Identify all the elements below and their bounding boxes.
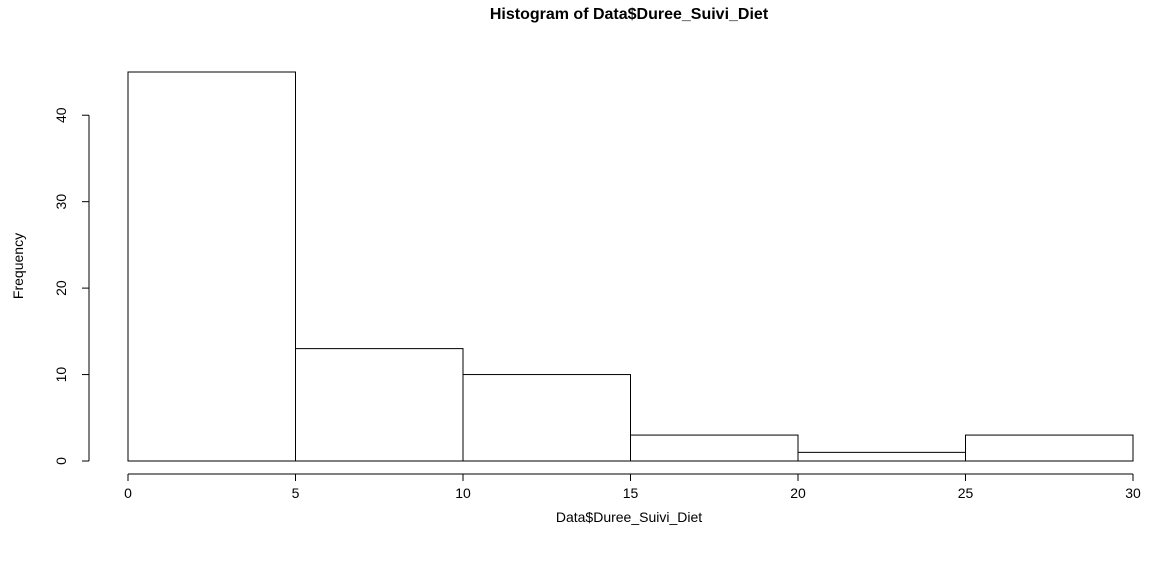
- histogram-bar-5: [965, 434, 1134, 462]
- x-tick-label-0: 0: [124, 485, 132, 501]
- x-tick-label-3: 15: [623, 485, 639, 501]
- y-tick-label-2: 20: [53, 280, 69, 296]
- y-tick-label-0: 0: [53, 457, 69, 465]
- bars-group: [127, 71, 1134, 462]
- x-tick-label-1: 5: [292, 485, 300, 501]
- x-tick-label-6: 30: [1125, 485, 1141, 501]
- x-axis: 0 5 10 15 20 25 30: [124, 473, 1141, 501]
- y-tick-label-4: 40: [53, 107, 69, 123]
- histogram-bar-1: [295, 348, 464, 462]
- chart-title: Histogram of Data$Duree_Suivi_Diet: [490, 6, 769, 23]
- y-tick-label-3: 30: [53, 194, 69, 210]
- x-axis-title: Data$Duree_Suivi_Diet: [556, 509, 702, 525]
- x-tick-label-5: 25: [958, 485, 974, 501]
- y-tick-label-1: 10: [53, 367, 69, 383]
- histogram-bar-3: [630, 434, 799, 462]
- histogram-bar-4: [797, 451, 966, 462]
- histogram-bar-0: [127, 71, 296, 462]
- y-axis-title: Frequency: [10, 233, 26, 299]
- y-axis: 0 10 20 30 40: [53, 107, 90, 465]
- x-tick-label-2: 10: [455, 485, 471, 501]
- histogram-bar-2: [462, 374, 631, 462]
- x-tick-label-4: 20: [790, 485, 806, 501]
